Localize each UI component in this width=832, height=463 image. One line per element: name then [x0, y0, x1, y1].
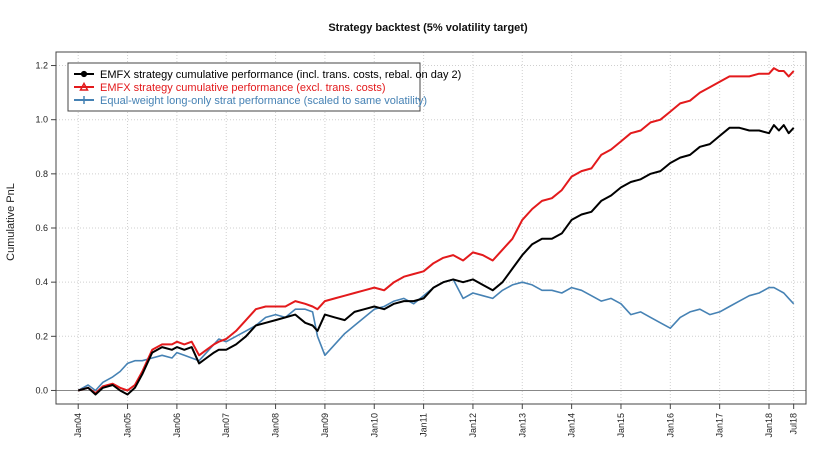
chart-title: Strategy backtest (5% volatility target) — [328, 22, 528, 34]
legend: EMFX strategy cumulative performance (in… — [67, 62, 461, 112]
legend-label: Equal-weight long-only strat performance… — [100, 95, 427, 107]
x-tick-label: Jan04 — [73, 413, 83, 438]
x-tick-label: Jul18 — [789, 413, 799, 435]
x-tick-label: Jan13 — [517, 413, 527, 438]
series-line-3 — [77, 278, 795, 392]
x-tick-label: Jan18 — [764, 413, 774, 438]
legend-marker-circle — [80, 70, 88, 78]
series-line-1 — [77, 124, 795, 396]
x-tick-label: Jan08 — [271, 413, 281, 438]
y-tick-label: 0.4 — [35, 277, 48, 287]
x-tick-label: Jan09 — [320, 413, 330, 438]
y-tick-label: 1.0 — [35, 115, 48, 125]
legend-marker-triangle — [79, 81, 89, 91]
x-tick-label: Jan17 — [715, 413, 725, 438]
legend-label: EMFX strategy cumulative performance (ex… — [100, 82, 385, 94]
y-axis-label: Cumulative PnL — [5, 183, 17, 261]
series-lines — [77, 67, 795, 396]
axes: Jan04 Jan05 Jan06 Jan07 Jan08 Jan09 Jan10 Jan11… — [35, 61, 798, 438]
y-tick-label: 1.2 — [35, 61, 48, 71]
x-tick-label: Jan15 — [616, 413, 626, 438]
series-line-2 — [77, 67, 795, 395]
x-tick-label: Jan14 — [567, 413, 577, 438]
x-tick-label: Jan12 — [468, 413, 478, 438]
y-tick-label: 0.6 — [35, 223, 48, 233]
legend-label: EMFX strategy cumulative performance (in… — [100, 69, 461, 81]
grid — [56, 52, 806, 404]
x-tick-label: Jan11 — [419, 413, 429, 437]
x-tick-label: Jan10 — [369, 413, 379, 438]
y-tick-label: 0.8 — [35, 169, 48, 179]
x-tick-label: Jan07 — [221, 413, 231, 438]
legend-box — [67, 62, 421, 112]
x-tick-label: Jan16 — [665, 413, 675, 438]
y-tick-label: 0.2 — [35, 331, 48, 341]
y-tick-label: 0.0 — [35, 385, 48, 395]
x-tick-label: Jan06 — [172, 413, 182, 438]
x-tick-label: Jan05 — [123, 413, 133, 438]
